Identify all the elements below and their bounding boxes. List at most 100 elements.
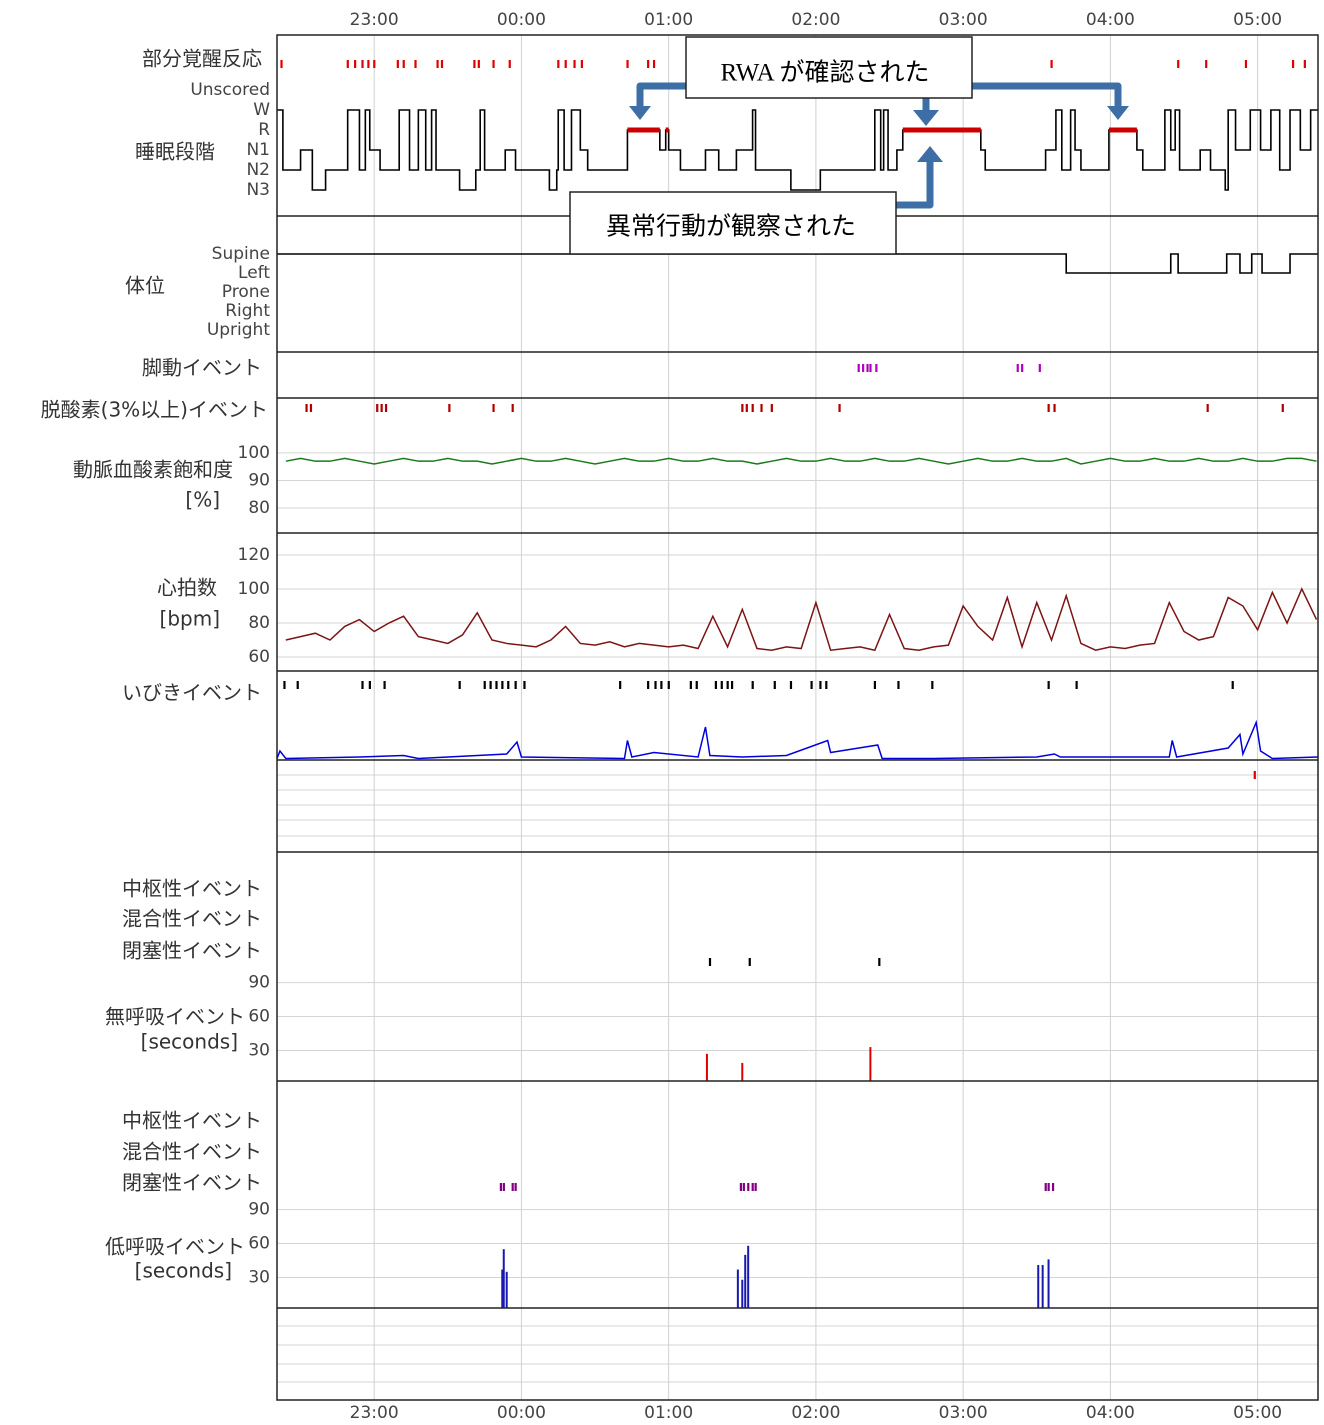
event-mark (354, 60, 357, 68)
step-line (277, 109, 1318, 191)
row-label: 中枢性イベント (122, 877, 262, 901)
category-label: R (258, 120, 270, 140)
event-mark (1021, 364, 1024, 372)
panel-unit: [bpm] (160, 607, 220, 631)
event-mark (730, 681, 734, 689)
event-mark (689, 681, 692, 689)
event-mark (819, 681, 822, 689)
event-mark (745, 404, 748, 412)
y-tick-label: 30 (248, 1267, 270, 1287)
event-mark (511, 404, 514, 412)
event-mark (1047, 404, 1050, 412)
event-mark (751, 1183, 754, 1191)
event-mark (305, 404, 308, 412)
annotation-box (685, 36, 973, 99)
event-mark (499, 1183, 503, 1191)
category-label: N2 (246, 160, 270, 180)
event-mark (873, 681, 877, 689)
event-mark (1047, 1183, 1050, 1191)
y-tick-label: 80 (248, 498, 270, 518)
y-tick-label: 90 (248, 470, 270, 490)
event-mark (501, 681, 504, 689)
event-mark (1303, 60, 1306, 68)
event-mark (773, 681, 776, 689)
x-tick-label: 00:00 (497, 10, 546, 30)
event-mark (754, 1183, 757, 1191)
event-mark (492, 60, 495, 68)
y-tick-label: 60 (248, 647, 270, 667)
y-tick-label: 60 (248, 1007, 270, 1027)
x-tick-label: 04:00 (1086, 1403, 1135, 1423)
event-mark (564, 60, 567, 68)
event-mark (931, 681, 934, 689)
annotation-box (569, 191, 897, 255)
category-label: Left (238, 263, 270, 283)
event-mark (283, 681, 286, 689)
event-mark (383, 681, 386, 689)
event-mark (878, 958, 881, 966)
event-mark (483, 681, 486, 689)
panel-label: 脱酸素(3%以上)イベント (41, 398, 268, 422)
event-mark (492, 404, 495, 412)
event-mark (897, 681, 900, 689)
panel-unit: [seconds] (135, 1259, 232, 1283)
event-mark (458, 681, 461, 689)
event-mark (361, 60, 364, 68)
arrow-head (917, 146, 943, 162)
event-mark (742, 1183, 745, 1191)
category-label: N3 (246, 180, 270, 200)
step-line (277, 253, 1318, 274)
annotation: 異常行動が観察された (606, 213, 856, 241)
panel-label: 低呼吸イベント (105, 1235, 245, 1259)
category-label: Right (225, 301, 270, 321)
panel-label: 体位 (125, 274, 165, 298)
event-mark (1075, 681, 1078, 689)
event-mark (1016, 364, 1019, 372)
event-mark (477, 60, 480, 68)
event-mark (741, 404, 744, 412)
y-tick-label: 100 (238, 443, 270, 463)
y-tick-label: 80 (248, 613, 270, 633)
signal-line (285, 457, 1317, 465)
event-mark (367, 60, 370, 68)
event-mark (748, 958, 751, 966)
arrow-head (629, 106, 651, 120)
x-tick-label: 05:00 (1233, 1403, 1282, 1423)
event-mark (1206, 404, 1209, 412)
event-mark (436, 60, 439, 68)
event-mark (1038, 364, 1041, 372)
event-mark (346, 60, 349, 68)
event-mark (514, 1183, 517, 1191)
event-mark (489, 681, 492, 689)
event-mark (280, 60, 283, 68)
event-mark (1050, 60, 1053, 68)
event-mark (789, 681, 793, 689)
category-label: Unscored (190, 80, 270, 100)
event-mark (448, 404, 451, 412)
event-mark (1291, 60, 1295, 68)
event-mark (1281, 404, 1284, 412)
category-label: W (253, 100, 270, 120)
signal-line (276, 719, 1319, 760)
event-mark (376, 404, 379, 412)
event-mark (1053, 404, 1056, 412)
y-tick-label: 30 (248, 1040, 270, 1060)
y-tick-label: 90 (248, 973, 270, 993)
event-mark (373, 60, 376, 68)
event-mark (647, 60, 650, 68)
event-mark (508, 60, 511, 68)
y-tick-label: 60 (248, 1234, 270, 1254)
event-mark (523, 681, 526, 689)
event-mark (507, 681, 510, 689)
x-tick-label: 00:00 (497, 1403, 546, 1423)
row-label: 混合性イベント (122, 1140, 262, 1164)
panel-unit: [seconds] (141, 1030, 238, 1054)
event-mark (810, 681, 813, 689)
panel-label: 睡眠段階 (135, 140, 215, 164)
event-mark (1244, 60, 1248, 68)
event-mark (739, 1183, 743, 1191)
event-mark (825, 681, 828, 689)
event-mark (1177, 60, 1180, 68)
event-mark (511, 1183, 514, 1191)
category-label: Upright (207, 320, 271, 340)
